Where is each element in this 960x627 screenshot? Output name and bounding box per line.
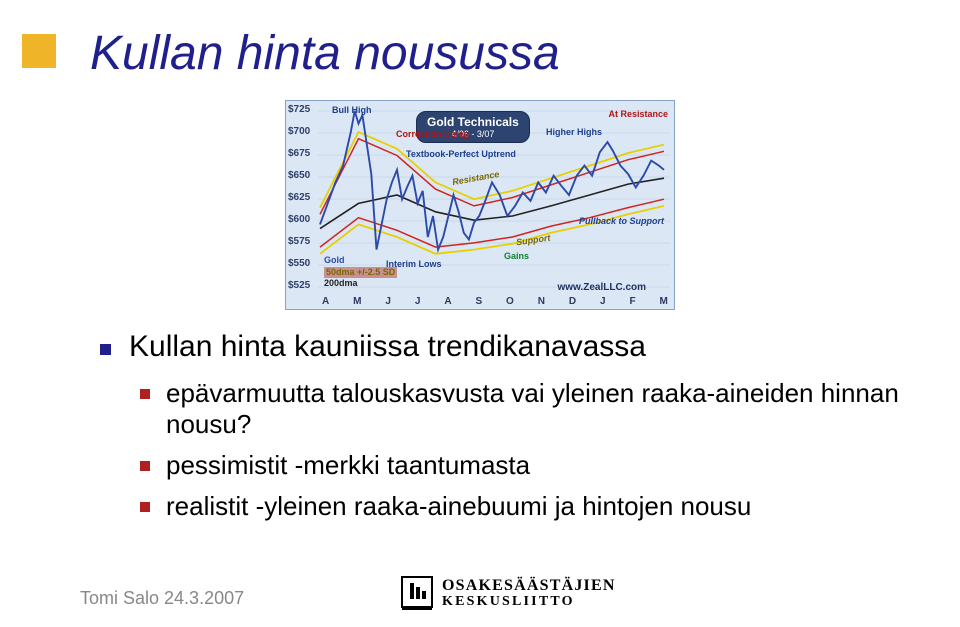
footer-logo: OSAKESÄÄSTÄJIEN KESKUSLIITTO: [400, 575, 616, 613]
chart-y-labels: $725 $700 $675 $650 $625 $600 $575 $550 …: [288, 105, 310, 303]
ylabel: $650: [288, 171, 310, 193]
gold-chart: $725 $700 $675 $650 $625 $600 $575 $550 …: [285, 100, 675, 310]
xlabel: M: [353, 296, 361, 307]
chart-legend: Gold 50dma +/-2.5 SD 200dma: [324, 255, 397, 289]
xlabel: S: [475, 296, 482, 307]
bullet-marker: [100, 344, 111, 355]
ylabel: $675: [288, 149, 310, 171]
logo-text: OSAKESÄÄSTÄJIEN KESKUSLIITTO: [442, 578, 616, 609]
xlabel: J: [415, 296, 421, 307]
xlabel: A: [444, 296, 451, 307]
ylabel: $550: [288, 259, 310, 281]
ylabel: $525: [288, 281, 310, 303]
bullet-l2: epävarmuutta talouskasvusta vai yleinen …: [140, 378, 900, 440]
slide: Kullan hinta nousussa $725 $700 $675 $65…: [0, 0, 960, 627]
bullets: Kullan hinta kauniissa trendikanavassa e…: [100, 330, 900, 532]
ylabel: $625: [288, 193, 310, 215]
xlabel: D: [569, 296, 576, 307]
xlabel: O: [506, 296, 514, 307]
xlabel: A: [322, 296, 329, 307]
chart-watermark: www.ZealLLC.com: [557, 282, 646, 293]
bullet-l1: Kullan hinta kauniissa trendikanavassa: [100, 330, 900, 364]
xlabel: M: [660, 296, 668, 307]
bullet-text: realistit -yleinen raaka-ainebuumi ja hi…: [166, 491, 751, 522]
xlabel: J: [385, 296, 391, 307]
annot-higher-highs: Higher Highs: [546, 127, 602, 137]
slide-title: Kullan hinta nousussa: [90, 26, 910, 81]
bullet-text: Kullan hinta kauniissa trendikanavassa: [129, 330, 646, 364]
annot-bull-high: Bull High: [332, 105, 372, 115]
legend-bands: 50dma +/-2.5 SD: [324, 267, 397, 278]
xlabel: J: [600, 296, 606, 307]
ylabel: $700: [288, 127, 310, 149]
logo-icon: [400, 575, 434, 613]
footer-author: Tomi Salo 24.3.2007: [80, 588, 244, 609]
legend-ma: 200dma: [324, 278, 397, 289]
ylabel: $600: [288, 215, 310, 237]
ylabel: $725: [288, 105, 310, 127]
annot-textbook: Textbook-Perfect Uptrend: [406, 149, 516, 159]
ylabel: $575: [288, 237, 310, 259]
title-accent-block: [22, 34, 56, 68]
logo-line1: OSAKESÄÄSTÄJIEN: [442, 578, 616, 595]
bullet-marker: [140, 461, 150, 471]
bullet-marker: [140, 502, 150, 512]
xlabel: N: [538, 296, 545, 307]
bullet-l2: pessimistit -merkki taantumasta: [140, 450, 900, 481]
logo-line2: KESKUSLIITTO: [442, 595, 616, 610]
chart-x-labels: A M J J A S O N D J F M: [322, 296, 668, 307]
legend-gold: Gold: [324, 255, 397, 266]
xlabel: F: [629, 296, 635, 307]
annot-gains: Gains: [504, 251, 529, 261]
chart-title: Gold Technicals: [427, 115, 519, 129]
annot-correction: Correction Upleg: [396, 129, 469, 139]
bullet-marker: [140, 389, 150, 399]
annot-at-resistance: At Resistance: [608, 109, 668, 119]
bullet-text: epävarmuutta talouskasvusta vai yleinen …: [166, 378, 900, 440]
bullet-text: pessimistit -merkki taantumasta: [166, 450, 530, 481]
annot-pullback: Pullback to Support: [579, 216, 664, 226]
bullet-l2: realistit -yleinen raaka-ainebuumi ja hi…: [140, 491, 900, 522]
